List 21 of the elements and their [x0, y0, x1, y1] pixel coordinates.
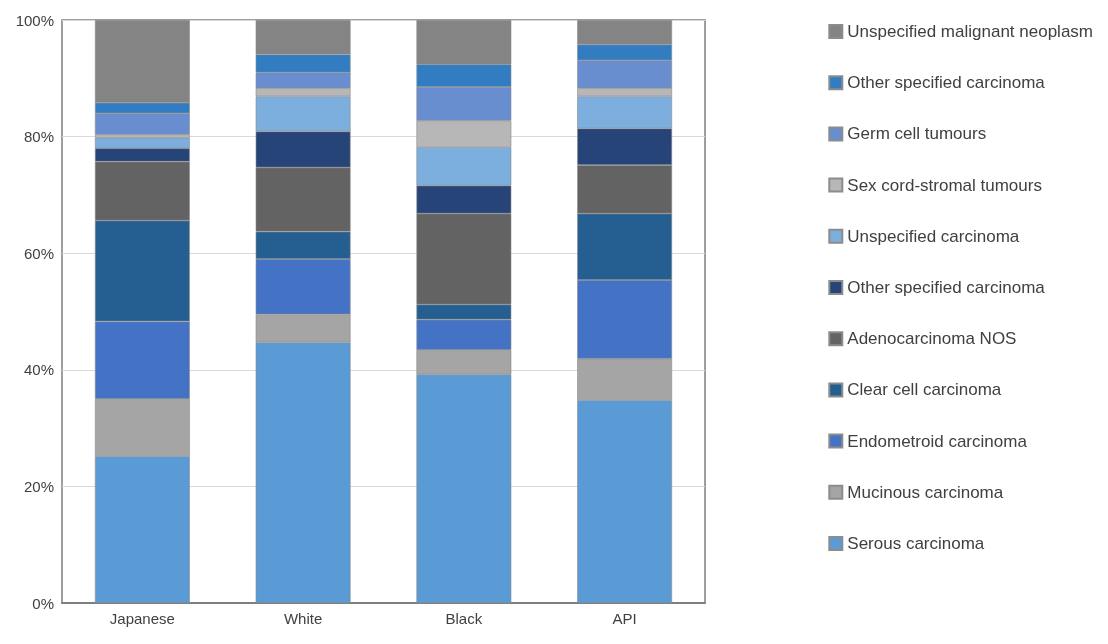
- legend-label: Other specified carcinoma: [847, 73, 1046, 93]
- x-tick-label: Japanese: [109, 610, 175, 627]
- y-tick-label: 20%: [23, 477, 54, 495]
- legend-label: Adenocarcinoma NOS: [847, 329, 1017, 349]
- y-tick-label: 0%: [32, 594, 54, 612]
- legend-label: Sex cord-stromal tumours: [847, 175, 1042, 195]
- y-tick-label: 80%: [23, 128, 54, 146]
- x-tick-label: White: [283, 610, 323, 627]
- legend-label: Other specified carcinoma: [847, 278, 1046, 297]
- x-tick-label: API: [612, 610, 637, 627]
- legend-label: Clear cell carcinoma: [847, 380, 1002, 400]
- legend-label: Unspecified carcinoma: [847, 226, 1020, 246]
- legend-label: Endometroid carcinoma: [847, 431, 1028, 451]
- legend-label: Serous carcinoma: [847, 534, 985, 553]
- x-tick-label: Black: [445, 610, 483, 627]
- legend-label: Mucinous carcinoma: [847, 482, 1004, 502]
- y-tick-label: 60%: [23, 244, 54, 262]
- legend-label: Unspecified malignant neoplasm: [847, 22, 1094, 41]
- y-tick-label: 100%: [15, 11, 54, 29]
- y-tick-label: 40%: [23, 361, 54, 379]
- legend-label: Germ cell tumours: [847, 124, 987, 144]
